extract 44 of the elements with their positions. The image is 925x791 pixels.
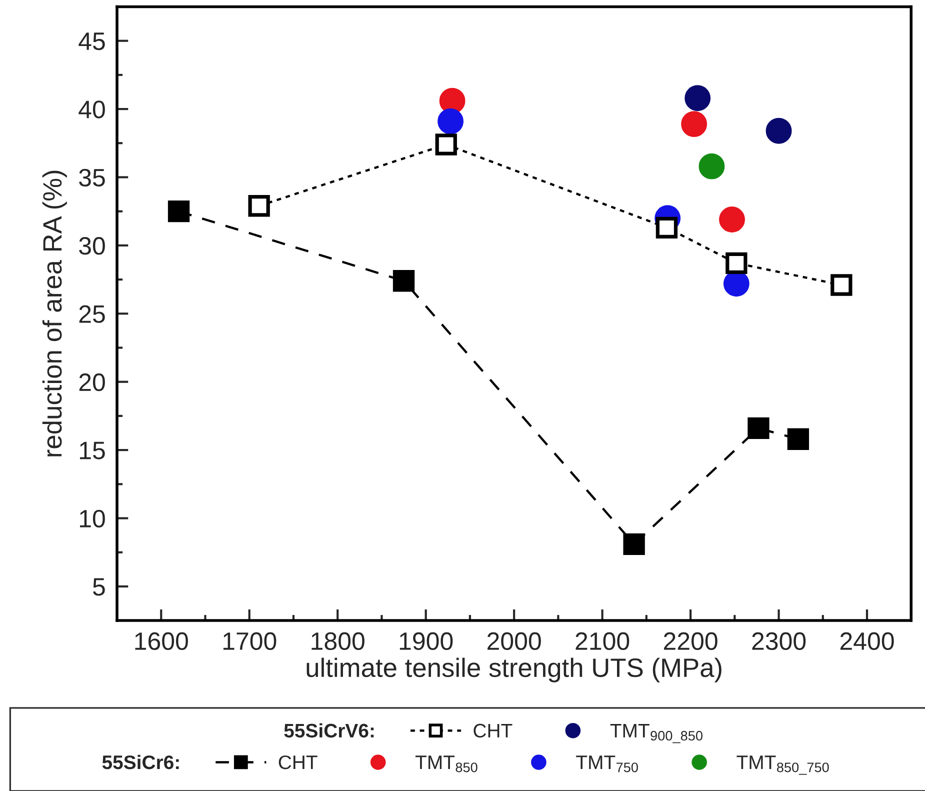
x-tick-label: 1600: [135, 632, 188, 650]
x-tick-label: 2400: [840, 632, 894, 650]
y-axis-title: reduction of area RA (%): [42, 170, 67, 456]
x-tick-label: 2200: [664, 632, 718, 650]
y-tick-label: 40: [78, 100, 105, 118]
point: [748, 417, 770, 440]
point: [438, 108, 464, 134]
point: [435, 134, 457, 156]
point: [698, 153, 725, 180]
x-tick-label: 2300: [752, 632, 806, 650]
legend-label: TMT$_{850}$: [415, 756, 478, 772]
x-tick-label: 1900: [400, 632, 453, 650]
point: [726, 252, 748, 274]
y-tick-label: 45: [78, 32, 105, 50]
legend-label: CHT: [474, 724, 512, 738]
y-tick-label: 25: [79, 305, 105, 323]
x-tick-label: 1800: [312, 632, 364, 650]
legend-label: CHT: [278, 755, 318, 770]
point: [684, 85, 711, 112]
y-tick-label: 35: [79, 168, 105, 187]
text: 55SiCrV6:: [284, 723, 374, 738]
legend-label: TMT$_{900_850}$: [610, 724, 702, 744]
point: [681, 111, 708, 137]
x-tick-label: 1700: [223, 632, 276, 650]
point: [766, 118, 792, 144]
point: [656, 216, 678, 239]
legend-label: TMT$_{750}$: [576, 756, 638, 772]
x-tick-label: 2100: [576, 632, 630, 650]
y-tick-label: 10: [80, 510, 105, 528]
point: [168, 200, 190, 222]
point: [787, 428, 810, 450]
point: [623, 533, 645, 555]
text: 55SiCr6:: [102, 754, 179, 770]
point: [719, 206, 745, 232]
x-tick-label: 2000: [488, 632, 541, 650]
y-tick-label: 30: [79, 237, 105, 255]
y-tick-label: 5: [93, 578, 105, 596]
x-axis-title: ultimate tensile strength UTS (MPa): [306, 658, 722, 682]
y-tick-label: 20: [79, 373, 105, 392]
y-tick-label: 15: [80, 442, 105, 460]
legend-label: TMT$_{850_750}$: [736, 756, 829, 775]
point: [392, 270, 415, 292]
point: [248, 195, 270, 217]
point: [830, 274, 852, 296]
